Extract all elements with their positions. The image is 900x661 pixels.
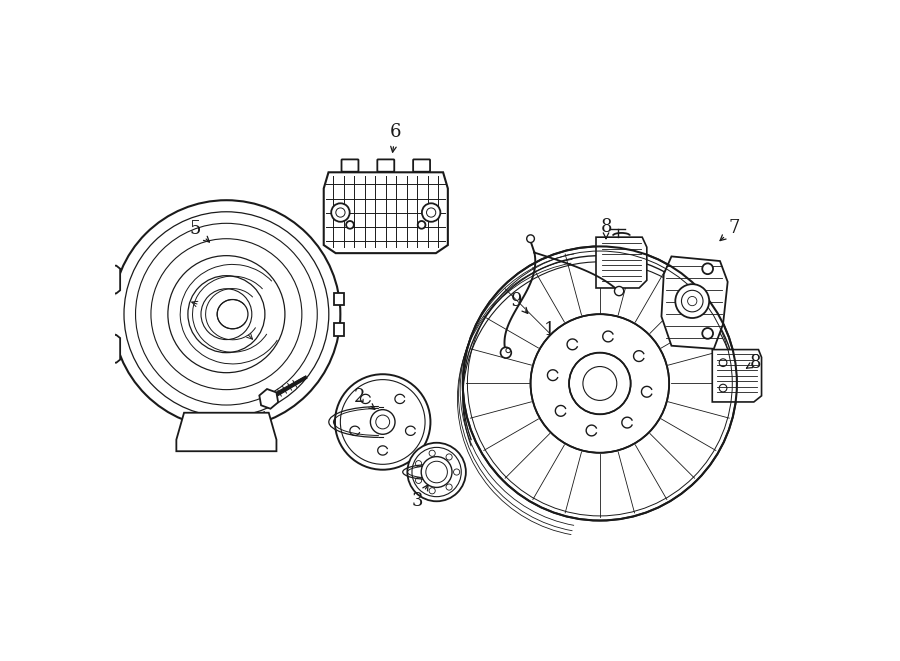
Text: 3: 3 bbox=[411, 492, 423, 510]
Circle shape bbox=[702, 263, 713, 274]
Text: 5: 5 bbox=[190, 221, 202, 239]
Polygon shape bbox=[662, 256, 728, 349]
Circle shape bbox=[418, 221, 426, 229]
Polygon shape bbox=[324, 173, 448, 253]
Polygon shape bbox=[176, 412, 276, 451]
Polygon shape bbox=[596, 237, 647, 288]
Circle shape bbox=[408, 443, 466, 501]
Circle shape bbox=[615, 286, 624, 295]
Text: 1: 1 bbox=[544, 321, 555, 338]
Polygon shape bbox=[712, 350, 761, 402]
Circle shape bbox=[500, 347, 511, 358]
Circle shape bbox=[371, 410, 395, 434]
Polygon shape bbox=[334, 323, 344, 336]
Circle shape bbox=[702, 328, 713, 339]
Polygon shape bbox=[112, 266, 120, 293]
Circle shape bbox=[531, 314, 670, 453]
Text: 6: 6 bbox=[390, 123, 401, 141]
Circle shape bbox=[675, 284, 709, 318]
Polygon shape bbox=[259, 389, 278, 408]
Polygon shape bbox=[334, 293, 344, 305]
Circle shape bbox=[569, 353, 631, 414]
Circle shape bbox=[526, 235, 535, 243]
Text: 9: 9 bbox=[511, 292, 522, 310]
Circle shape bbox=[112, 200, 340, 428]
Circle shape bbox=[422, 204, 440, 222]
Circle shape bbox=[421, 457, 452, 487]
Circle shape bbox=[346, 221, 354, 229]
Circle shape bbox=[331, 204, 350, 222]
Circle shape bbox=[463, 247, 737, 520]
Text: 4: 4 bbox=[246, 417, 257, 435]
Polygon shape bbox=[112, 335, 120, 363]
Text: 2: 2 bbox=[354, 388, 365, 407]
FancyBboxPatch shape bbox=[377, 159, 394, 172]
Circle shape bbox=[335, 374, 430, 470]
Text: 8: 8 bbox=[750, 354, 761, 371]
FancyBboxPatch shape bbox=[341, 159, 358, 172]
FancyBboxPatch shape bbox=[413, 159, 430, 172]
Text: 7: 7 bbox=[729, 219, 741, 237]
Text: 8: 8 bbox=[600, 218, 612, 236]
